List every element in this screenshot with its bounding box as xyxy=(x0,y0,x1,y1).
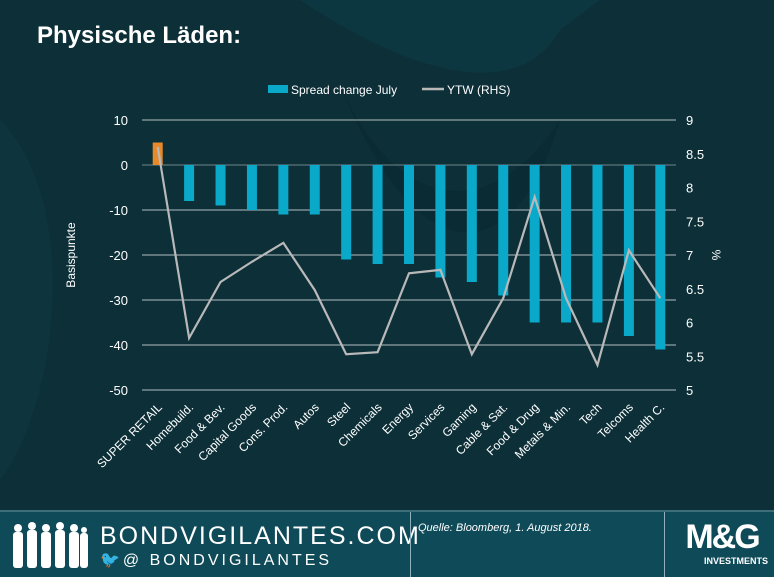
bar-7 xyxy=(373,165,383,264)
logo-sub: INVESTMENTS xyxy=(676,556,768,566)
chart: 10 0 -10 -20 -30 -40 -50 9 8.5 8 7.5 7 6.5 6 5.5 5 Basis… xyxy=(0,0,774,510)
x-tick-label: Tech xyxy=(577,400,605,428)
y2-tick-label: 6.5 xyxy=(686,282,704,297)
bar-4 xyxy=(278,165,288,215)
divider xyxy=(410,512,411,577)
bar-16 xyxy=(655,165,665,350)
y2-tick-label: 5.5 xyxy=(686,349,704,364)
people-silhouette-icon xyxy=(10,520,90,570)
bar-5 xyxy=(310,165,320,215)
y2-axis-label: % xyxy=(709,250,723,261)
bar-3 xyxy=(247,165,257,210)
x-tick-label: Metals & Min. xyxy=(512,400,573,461)
x-tick-label: Autos xyxy=(290,400,322,432)
bar-14 xyxy=(592,165,602,323)
divider xyxy=(664,512,665,577)
logo-text: M&G xyxy=(676,518,768,556)
bar-9 xyxy=(435,165,445,278)
y2-tick-label: 7 xyxy=(686,248,693,263)
legend-bar-swatch xyxy=(268,85,288,93)
bar-12 xyxy=(530,165,540,323)
bar-1 xyxy=(184,165,194,201)
y-tick-label: -50 xyxy=(109,383,128,398)
mg-logo: M&G INVESTMENTS xyxy=(676,518,768,574)
y-tick-label: -20 xyxy=(109,248,128,263)
source-note: Quelle: Bloomberg, 1. August 2018. xyxy=(418,522,592,534)
bar-11 xyxy=(498,165,508,296)
twitter-handle: 🐦@ BONDVIGILANTES xyxy=(100,550,332,570)
twitter-icon: 🐦 xyxy=(100,552,123,569)
twitter-text: @ BONDVIGILANTES xyxy=(123,552,332,569)
y-axis-label: Basispunkte xyxy=(64,222,78,288)
footer: BONDVIGILANTES.COM 🐦@ BONDVIGILANTES Que… xyxy=(0,510,774,577)
legend-line-label: YTW (RHS) xyxy=(447,83,510,97)
y2-tick-label: 8 xyxy=(686,181,693,196)
legend-bar-label: Spread change July xyxy=(291,83,397,97)
y2-tick-label: 6 xyxy=(686,316,693,331)
y2-tick-label: 8.5 xyxy=(686,147,704,162)
y-tick-label: 0 xyxy=(121,158,128,173)
y-tick-label: -40 xyxy=(109,338,128,353)
y2-tick-label: 7.5 xyxy=(686,214,704,229)
site-name: BONDVIGILANTES.COM xyxy=(100,522,421,551)
y-tick-label: -10 xyxy=(109,203,128,218)
bar-2 xyxy=(216,165,226,206)
bar-6 xyxy=(341,165,351,260)
y2-tick-label: 5 xyxy=(686,383,693,398)
y-tick-label: 10 xyxy=(114,113,128,128)
y-tick-label: -30 xyxy=(109,293,128,308)
bar-10 xyxy=(467,165,477,282)
bar-8 xyxy=(404,165,414,264)
y2-tick-label: 9 xyxy=(686,113,693,128)
